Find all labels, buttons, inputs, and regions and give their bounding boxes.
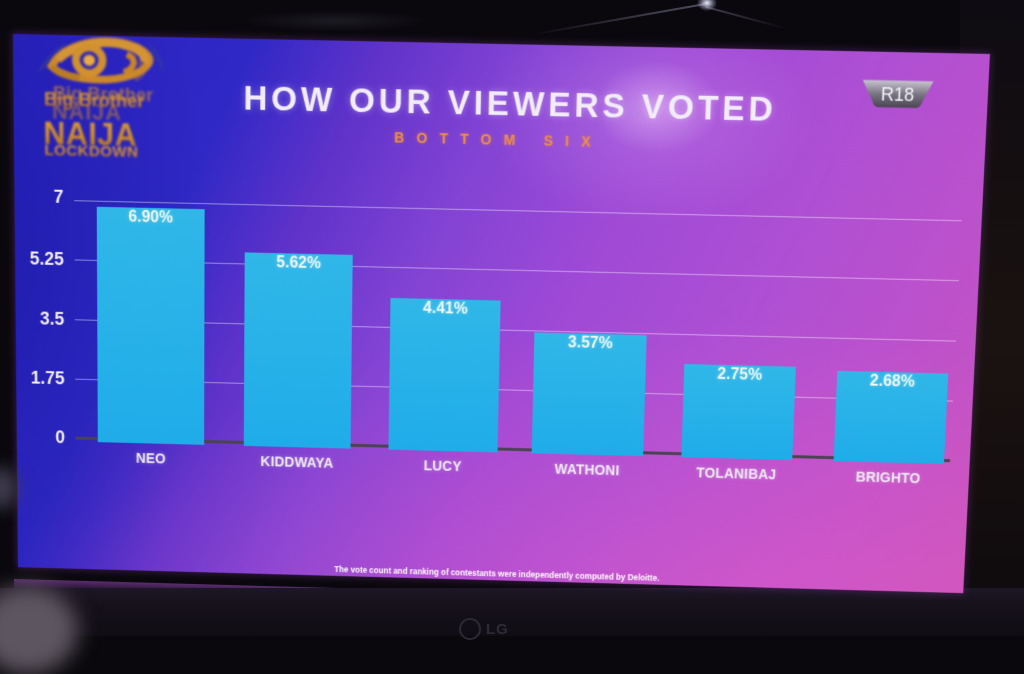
svg-text:NAIJA: NAIJA — [43, 116, 137, 153]
svg-text:Big Brother: Big Brother — [44, 88, 144, 111]
svg-text:R18: R18 — [880, 84, 914, 105]
svg-text:Big Brother: Big Brother — [53, 82, 153, 105]
svg-text:NAIJA: NAIJA — [52, 98, 122, 125]
svg-text:LOCKDOWN: LOCKDOWN — [44, 142, 138, 161]
